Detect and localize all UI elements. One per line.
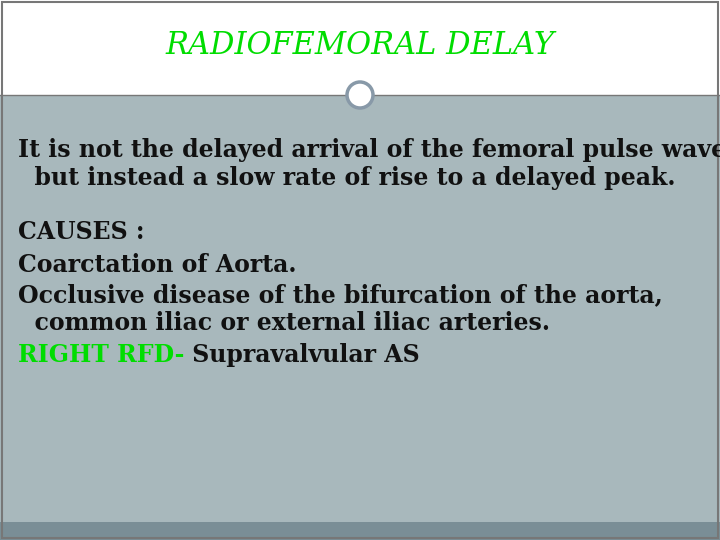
Text: but instead a slow rate of rise to a delayed peak.: but instead a slow rate of rise to a del…: [18, 166, 675, 190]
Text: common iliac or external iliac arteries.: common iliac or external iliac arteries.: [18, 311, 550, 335]
FancyBboxPatch shape: [0, 95, 720, 522]
Text: Occlusive disease of the bifurcation of the aorta,: Occlusive disease of the bifurcation of …: [18, 283, 662, 307]
Text: It is not the delayed arrival of the femoral pulse wave: It is not the delayed arrival of the fem…: [18, 138, 720, 162]
Text: Coarctation of Aorta.: Coarctation of Aorta.: [18, 253, 297, 277]
Text: CAUSES :: CAUSES :: [18, 220, 145, 244]
FancyBboxPatch shape: [0, 522, 720, 540]
Text: RIGHT RFD-: RIGHT RFD-: [18, 343, 184, 367]
Text: RADIOFEMORAL DELAY: RADIOFEMORAL DELAY: [166, 30, 554, 61]
Circle shape: [347, 82, 373, 108]
FancyBboxPatch shape: [0, 0, 720, 95]
Text: Supravalvular AS: Supravalvular AS: [184, 343, 420, 367]
